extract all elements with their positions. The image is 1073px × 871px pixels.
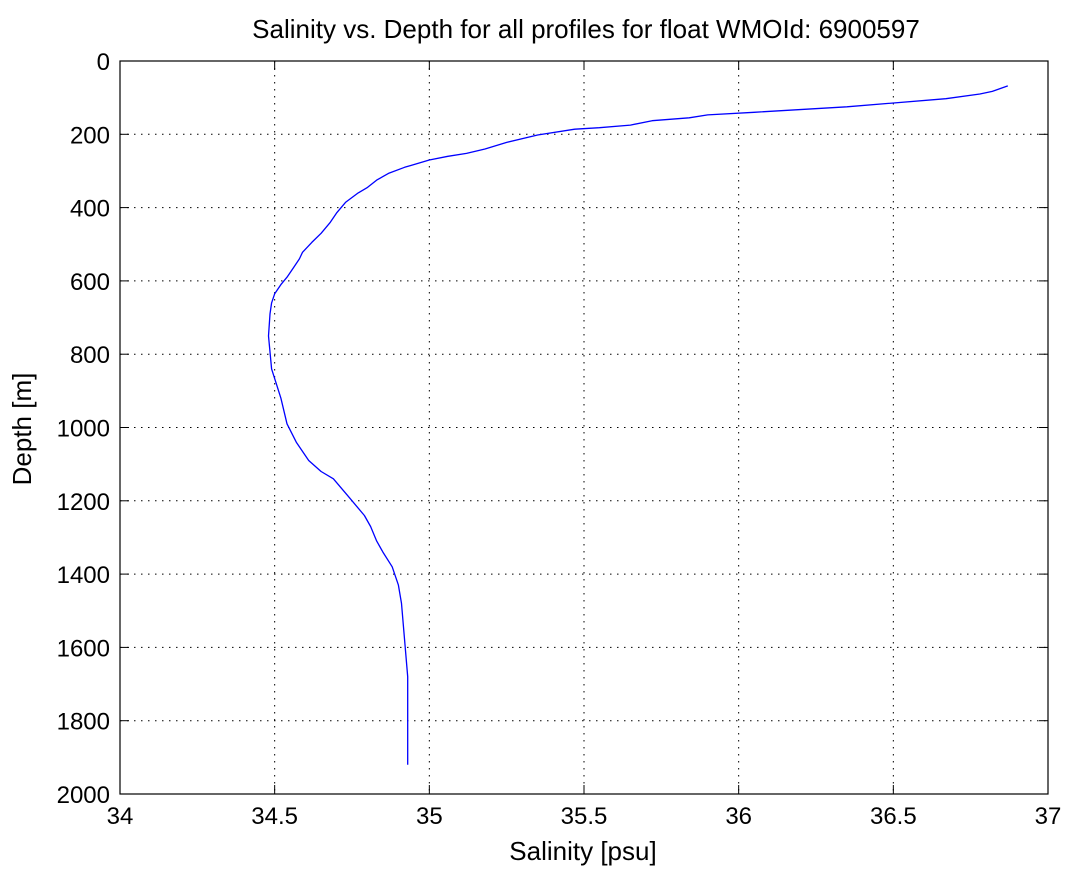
y-tick-label: 2000 [57, 782, 110, 809]
y-tick-label: 0 [97, 49, 110, 76]
plot-area: 34 34.5 35 35.5 36 36.5 37 0 200 400 600 800 1000 120… [57, 49, 1062, 830]
x-tick-label: 34.5 [251, 803, 298, 830]
y-tick-label: 1200 [57, 489, 110, 516]
chart-title: Salinity vs. Depth for all profiles for … [252, 14, 920, 44]
y-tick-label: 1600 [57, 635, 110, 662]
x-axis-label: Salinity [psu] [509, 836, 656, 866]
y-tick-label: 1800 [57, 709, 110, 736]
y-tick-label: 1400 [57, 562, 110, 589]
y-tick-label: 400 [70, 196, 110, 223]
y-tick-label: 1000 [57, 416, 110, 443]
x-tick-label: 36 [725, 803, 752, 830]
x-tick-label: 36.5 [870, 803, 917, 830]
y-tick-label: 200 [70, 122, 110, 149]
x-tick-label: 37 [1035, 803, 1062, 830]
y-axis-label: Depth [m] [7, 373, 37, 486]
x-tick-label: 35 [416, 803, 443, 830]
y-tick-label: 800 [70, 342, 110, 369]
y-tick-label: 600 [70, 269, 110, 296]
x-tick-label: 34 [107, 803, 134, 830]
salinity-profile-line [267, 85, 1009, 765]
x-tick-label: 35.5 [561, 803, 608, 830]
